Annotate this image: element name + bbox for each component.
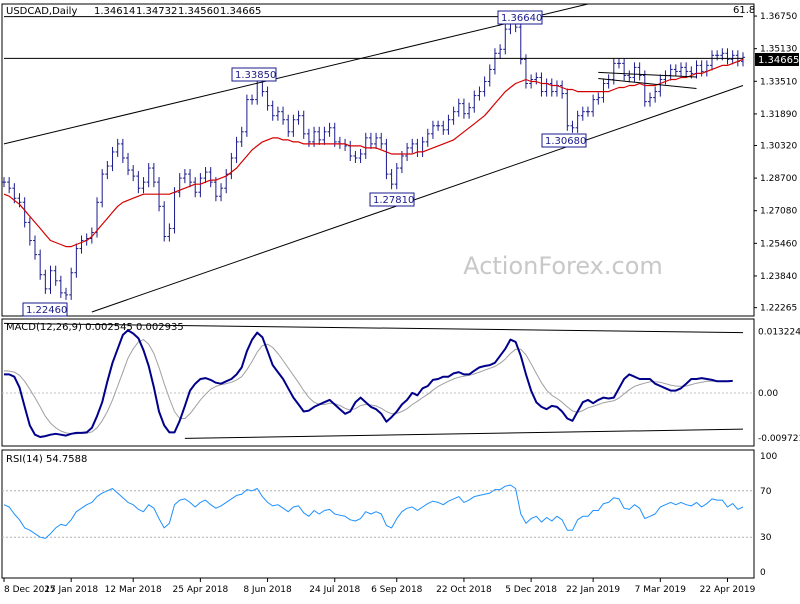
annotation-low-1: 1.22460 [22,302,68,317]
x-tick-label: 5 Dec 2018 [505,585,557,595]
x-tick-label: 8 Jun 2018 [243,585,292,595]
price-tick-label: 1.31890 [760,110,797,120]
macd-label: MACD(12,26,9) 0.002545 0.002935 [6,322,184,333]
macd-panel-frame [1,318,755,447]
x-tick-label: 25 Apr 2018 [173,585,229,595]
chart-title: USDCAD,Daily [6,6,77,17]
price-tick-label: 1.35130 [760,45,797,55]
price-tick-label: 1.28700 [760,174,797,184]
macd-tick-label: 0.00 [758,389,778,399]
rsi-tick-label: 0 [760,568,766,578]
price-tick-label: 1.36750 [760,12,797,22]
current-price-box [755,53,799,66]
current-price: 1.34665 [758,55,799,66]
x-tick-label: 12 Mar 2018 [105,585,162,595]
rsi-line [3,484,744,539]
rsi-label: RSI(14) 54.7588 [6,454,87,465]
ohlc-low: 1.34560 [178,6,219,17]
rsi-tick-label: 70 [760,487,772,497]
rsi-panel-frame [1,449,755,579]
axis-layer: 1.36750 1.35130 1.33510 1.31890 1.30320 1.287… [3,12,800,595]
macd-tick-label: -0.009721 [758,434,800,444]
x-tick-label: 22 Oct 2018 [436,585,492,595]
x-tick-label: 22 Apr 2019 [700,585,756,595]
annotation-high-2-text: 1.33850 [235,70,276,81]
macd-trendline [3,322,744,334]
watermark: ActionForex.com [463,252,663,280]
price-tick-label: 1.22265 [760,304,797,314]
annotation-low-3-text: 1.30680 [545,136,586,147]
annotation-high-1: 1.36640 [497,10,543,25]
ohlc-high: 1.34732 [136,6,177,17]
macd-main-line [4,329,733,438]
x-tick-label: 8 Dec 2017 [4,585,56,595]
price-layer [2,3,745,313]
price-panel-frame [1,3,755,317]
moving-average-line [3,58,744,248]
x-tick-label: 25 Jan 2018 [44,585,98,595]
annotation-low-1-text: 1.22460 [26,305,67,316]
fib-label: 61.8 [733,5,755,16]
ohlc-open: 1.34614 [94,6,135,17]
annotation-high-2: 1.33850 [231,67,277,82]
price-tick-label: 1.30320 [760,142,797,152]
price-tick-label: 1.23840 [760,272,797,282]
price-trendline [598,77,697,90]
x-tick-label: 6 Sep 2018 [371,585,423,595]
price-tick-label: 1.25460 [760,239,797,249]
annotation-high-1-text: 1.36640 [501,13,542,24]
rsi-tick-label: 100 [760,452,777,462]
macd-trendline [184,428,744,439]
price-trendline [598,71,697,78]
rsi-tick-label: 30 [760,533,772,543]
annotation-low-3: 1.30680 [541,133,587,148]
price-tick-label: 1.33510 [760,77,797,87]
annotation-low-2: 1.27810 [369,192,415,207]
x-tick-label: 7 Mar 2019 [635,585,687,595]
price-trendline [91,85,744,313]
rsi-layer [2,484,754,539]
price-tick-label: 1.27080 [760,207,797,217]
macd-layer [2,322,754,439]
price-trendline [3,3,589,145]
annotation-low-2-text: 1.27810 [373,195,414,206]
x-tick-label: 22 Jan 2019 [566,585,620,595]
ohlc-close: 1.34665 [220,6,261,17]
x-tick-label: 24 Jul 2018 [309,585,360,595]
macd-tick-label: 0.013224 [758,328,800,338]
